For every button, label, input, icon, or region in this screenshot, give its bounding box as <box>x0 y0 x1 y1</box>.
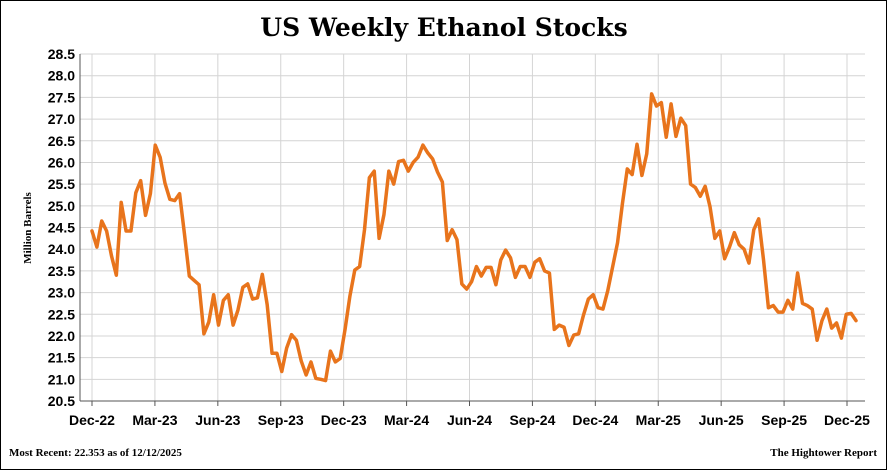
y-tick-label: 23.0 <box>48 285 75 301</box>
chart-title: US Weekly Ethanol Stocks <box>260 13 627 42</box>
y-tick-label: 27.0 <box>48 111 75 127</box>
y-tick-label: 21.5 <box>48 350 75 366</box>
x-tick-label: Jun-23 <box>195 412 240 428</box>
y-axis-label: Million Barrels <box>22 191 34 263</box>
y-tick-label: 27.5 <box>48 89 75 105</box>
y-tick-label: 26.0 <box>48 154 75 170</box>
x-tick-label: Jun-24 <box>447 412 492 428</box>
y-tick-label: 22.0 <box>48 328 75 344</box>
most-recent-note: Most Recent: 22.353 as of 12/12/2025 <box>9 447 182 459</box>
y-tick-label: 24.5 <box>48 220 75 236</box>
y-tick-label: 28.0 <box>48 68 75 84</box>
y-tick-label: 20.5 <box>48 393 75 409</box>
x-tick-label: Dec-23 <box>321 412 367 428</box>
x-tick-label: Mar-25 <box>636 412 681 428</box>
y-tick-label: 21.0 <box>48 371 75 387</box>
y-tick-label: 25.0 <box>48 198 75 214</box>
x-tick-labels: Dec-22 Mar-23 Jun-23 Sep-23 Dec-23 Mar-24 Jun-… <box>69 412 870 428</box>
x-tick-label: Mar-24 <box>384 412 429 428</box>
ethanol-stocks-line <box>90 92 858 383</box>
y-tick-label: 22.5 <box>48 306 75 322</box>
x-tick-label: Dec-22 <box>69 412 115 428</box>
y-tick-label: 28.5 <box>48 46 75 62</box>
x-tick-label: Sep-25 <box>761 412 807 428</box>
y-tick-label: 25.5 <box>48 176 75 192</box>
x-tick-label: Dec-24 <box>572 412 618 428</box>
x-tick-label: Mar-23 <box>132 412 177 428</box>
x-tick-label: Dec-25 <box>824 412 870 428</box>
y-tick-label: 23.5 <box>48 263 75 279</box>
y-tick-label: 26.5 <box>48 133 75 149</box>
x-tick-label: Jun-25 <box>699 412 744 428</box>
y-tick-label: 24.0 <box>48 241 75 257</box>
grid-layer <box>79 53 865 406</box>
x-tick-label: Sep-24 <box>509 412 555 428</box>
y-tick-labels: 20.5 21.0 21.5 22.0 22.5 23.0 23.5 24.0 24.5 25.0… <box>48 46 75 409</box>
x-tick-label: Sep-23 <box>258 412 304 428</box>
series-layer <box>90 92 858 383</box>
source-credit: The Hightower Report <box>770 447 877 459</box>
